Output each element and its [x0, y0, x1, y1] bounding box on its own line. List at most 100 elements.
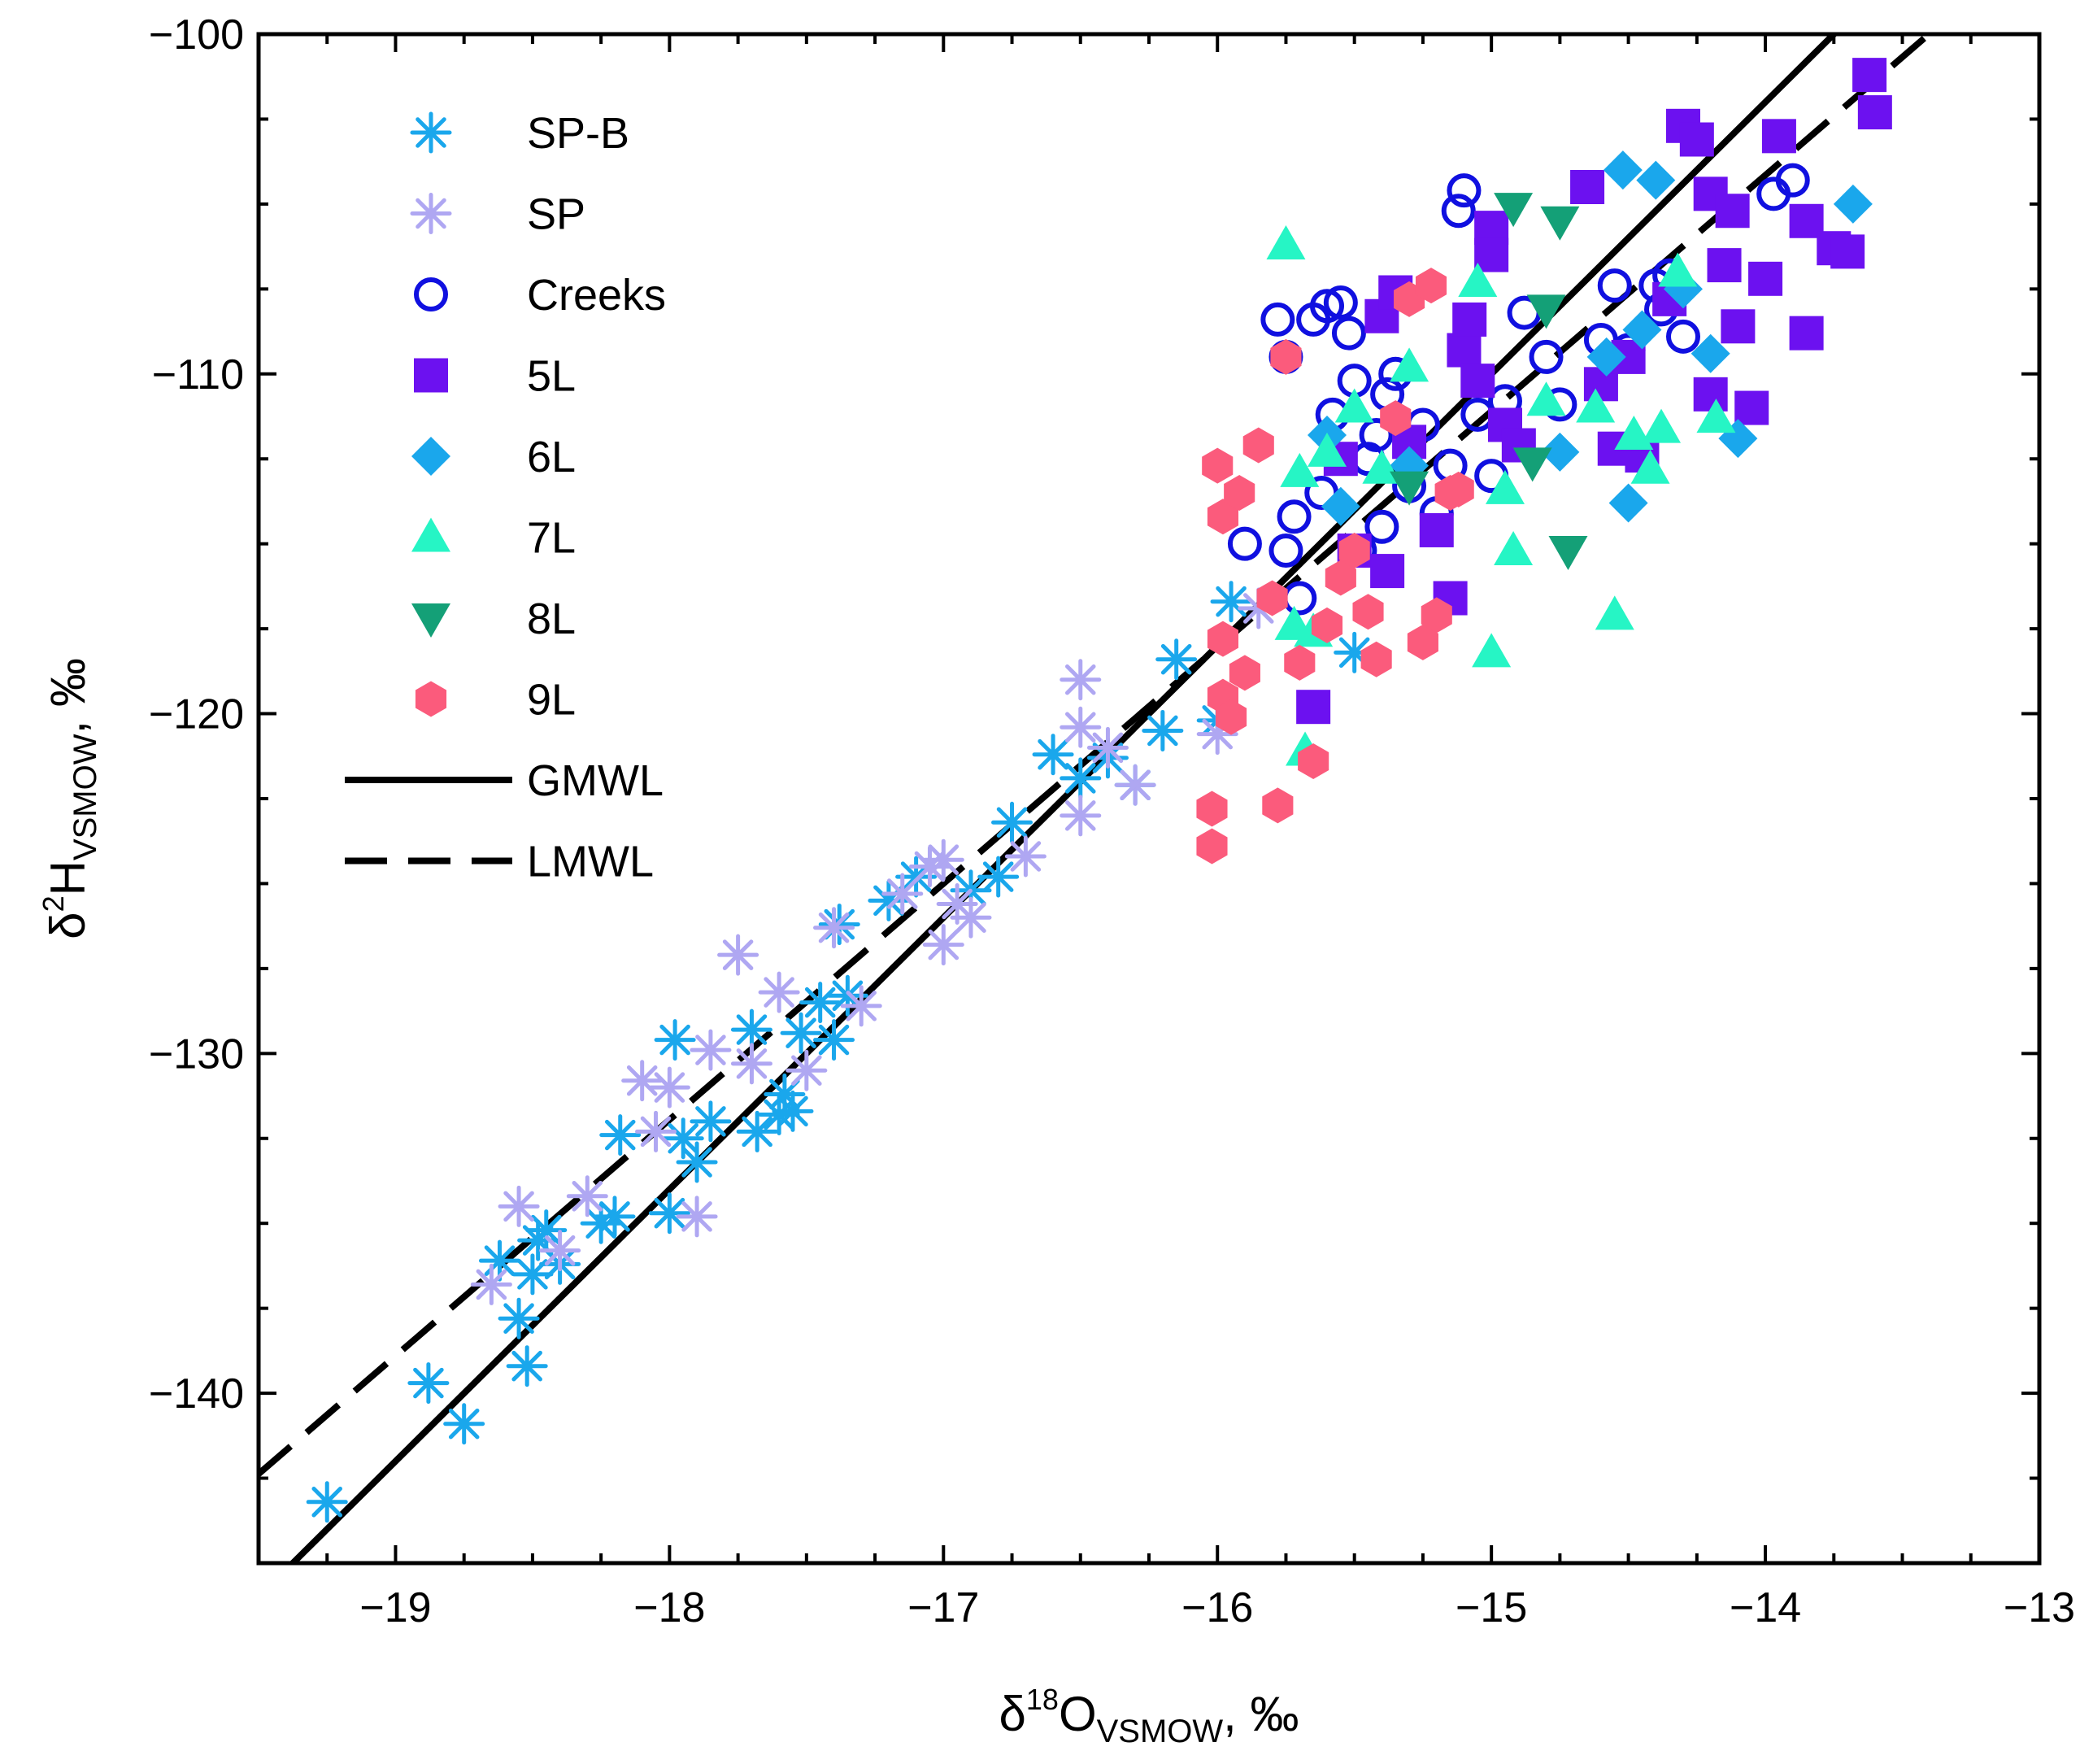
data-point: [1666, 319, 1700, 354]
data-point: [1242, 427, 1274, 464]
data-point: [1608, 483, 1648, 523]
data-point: [1311, 607, 1343, 643]
data-point: [1196, 828, 1228, 865]
data-point: [1526, 381, 1566, 416]
data-point: [1390, 347, 1429, 382]
y-tick-label: −130: [149, 1030, 244, 1078]
legend-item-sp: SP: [410, 190, 585, 239]
data-point: [1060, 659, 1102, 701]
data-point: [1210, 581, 1252, 623]
data-point: [1325, 560, 1356, 596]
data-point: [1421, 597, 1452, 634]
data-point: [1280, 452, 1320, 487]
data-point: [525, 1209, 568, 1252]
data-point: [1603, 150, 1643, 190]
data-point: [1679, 122, 1714, 157]
data-point: [594, 1196, 636, 1238]
data-point: [1442, 471, 1474, 507]
data-point: [470, 1263, 512, 1305]
data-point: [1260, 302, 1295, 337]
data-point: [1597, 268, 1632, 303]
data-point: [1086, 726, 1129, 769]
data-point: [1748, 261, 1783, 296]
data-point: [730, 1043, 772, 1085]
data-point: [1060, 706, 1102, 748]
series-9l: [1196, 268, 1474, 865]
legend-marker: [411, 437, 450, 476]
data-point: [1277, 499, 1312, 534]
legend-marker: [410, 111, 452, 154]
data-point: [1224, 475, 1255, 511]
data-point: [1707, 248, 1742, 283]
data-point: [785, 1049, 828, 1091]
data-point: [1715, 194, 1750, 229]
data-point: [1308, 432, 1347, 467]
legend-marker: [414, 358, 448, 393]
data-point: [1630, 449, 1670, 484]
series-7l: [1266, 225, 1736, 766]
data-point: [1775, 163, 1810, 198]
y-tick-label: −100: [149, 11, 244, 59]
series-8l: [1390, 193, 1588, 571]
data-point: [1359, 417, 1394, 452]
data-point: [635, 1110, 677, 1152]
plot-frame: [256, 32, 2042, 1566]
fit-lines-layer: [259, 34, 1934, 1563]
data-point: [1270, 338, 1302, 375]
legend-item-sp-b: SP-B: [410, 109, 629, 158]
data-point: [1256, 580, 1288, 616]
data-point: [511, 1253, 554, 1296]
gmwl-line: [288, 34, 1838, 1563]
x-tick-label: −14: [1730, 1584, 1801, 1631]
legend-item-8l: 8L: [411, 595, 576, 643]
legend-item-gmwl: GMWL: [345, 756, 664, 805]
data-point: [1486, 469, 1525, 504]
legend-label: LMWL: [527, 838, 654, 886]
data-point: [780, 1012, 822, 1054]
data-point: [1693, 377, 1728, 412]
legend-label: SP: [527, 190, 585, 239]
data-point: [498, 1297, 540, 1339]
data-point: [648, 1192, 690, 1235]
data-point: [1216, 699, 1247, 735]
data-point: [1266, 225, 1306, 260]
legend-marker: [415, 681, 447, 717]
data-point: [1296, 690, 1331, 725]
data-point: [1407, 624, 1438, 660]
data-point: [1441, 194, 1476, 229]
data-point: [1447, 173, 1482, 208]
data-point: [1576, 388, 1616, 423]
data-point: [1690, 333, 1730, 373]
data-point: [1458, 262, 1498, 297]
data-point: [1447, 333, 1482, 368]
data-point: [599, 1114, 642, 1156]
series-sp: [470, 587, 1280, 1305]
data-point: [1474, 237, 1509, 272]
data-points-layer: [306, 58, 1892, 1523]
data-point: [881, 873, 924, 915]
data-point: [1142, 709, 1184, 751]
data-point: [1202, 447, 1234, 484]
data-point: [1494, 531, 1534, 566]
data-point: [1761, 119, 1796, 154]
data-point: [1460, 364, 1495, 399]
data-point: [1658, 252, 1698, 287]
y-axis-label: δ2HVSMOW, ‰: [37, 658, 103, 939]
data-point: [950, 896, 992, 939]
legend-label: 8L: [527, 595, 576, 643]
data-point: [1032, 734, 1074, 776]
legend-label: Creeks: [527, 271, 666, 320]
data-point: [1540, 432, 1580, 472]
data-point: [922, 838, 964, 881]
data-point: [772, 1090, 814, 1132]
data-point: [1196, 791, 1228, 827]
data-point: [1310, 289, 1344, 324]
y-tick-label: −110: [152, 351, 244, 399]
y-tick-label: −120: [149, 691, 244, 738]
data-point: [1334, 388, 1374, 423]
legend-item-lmwl: LMWL: [345, 838, 654, 886]
data-point: [1526, 294, 1566, 329]
data-point: [621, 1060, 664, 1102]
data-point: [407, 1362, 450, 1405]
data-point: [758, 971, 800, 1013]
